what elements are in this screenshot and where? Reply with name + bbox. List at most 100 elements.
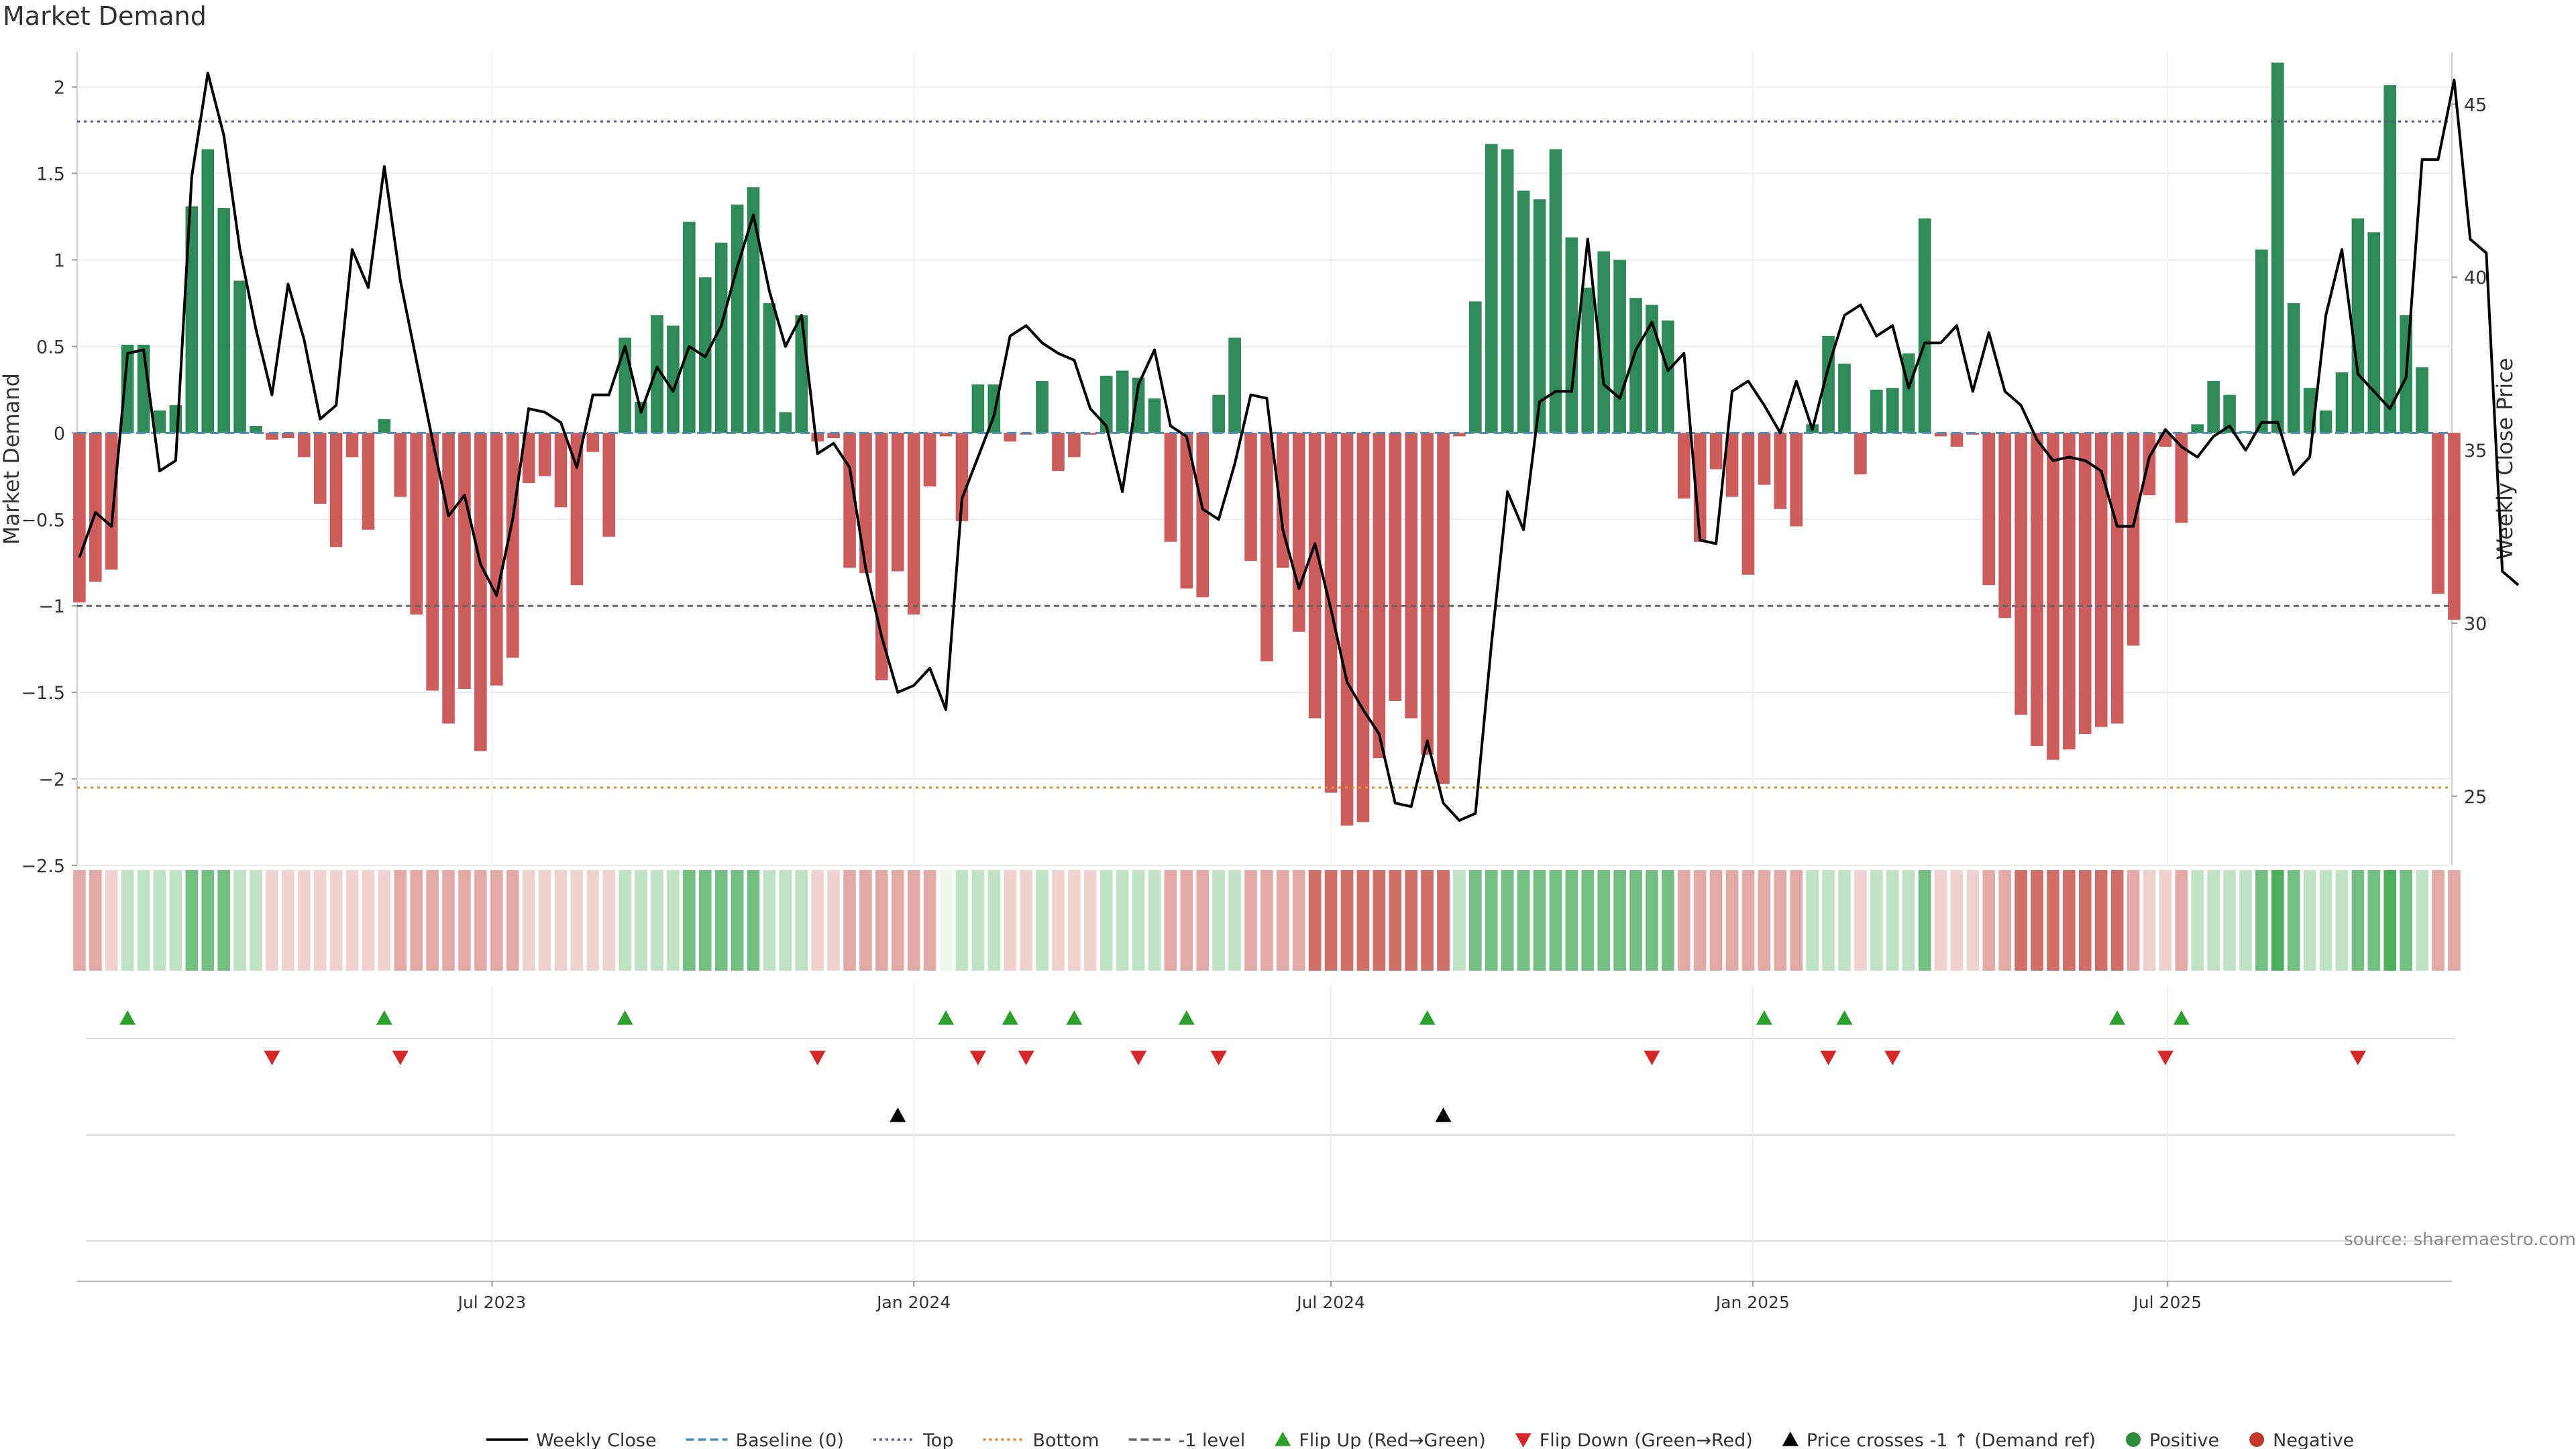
flip-down-marker bbox=[2157, 1051, 2174, 1065]
state-strip-cell bbox=[2432, 870, 2445, 971]
state-strip-cell bbox=[779, 870, 792, 971]
state-strip-cell bbox=[1597, 870, 1611, 971]
flip-down-marker bbox=[1130, 1051, 1147, 1065]
state-strip-cell bbox=[907, 870, 920, 971]
chart-title: Market Demand bbox=[3, 1, 207, 31]
demand-bar-negative bbox=[458, 433, 471, 689]
demand-bar-positive bbox=[714, 242, 728, 433]
state-strip-cell bbox=[747, 870, 760, 971]
demand-bar-positive bbox=[121, 344, 134, 433]
demand-bar-positive bbox=[1132, 377, 1145, 433]
demand-bar-negative bbox=[2448, 433, 2461, 620]
state-strip-cell bbox=[1581, 870, 1595, 971]
demand-bar-negative bbox=[2143, 433, 2156, 496]
demand-bar-negative bbox=[490, 433, 503, 686]
flip-down-marker bbox=[1820, 1051, 1837, 1065]
tick-label-y-left: −1 bbox=[38, 596, 65, 617]
state-strip-cell bbox=[474, 870, 487, 971]
flip-up-marker bbox=[1002, 1010, 1018, 1025]
state-strip-cell bbox=[763, 870, 776, 971]
demand-bar-positive bbox=[1870, 389, 1883, 433]
state-strip-cell bbox=[1854, 870, 1867, 971]
y-axis-title: Market Demand bbox=[0, 373, 24, 545]
state-strip-cell bbox=[987, 870, 1001, 971]
demand-bar-negative bbox=[362, 433, 375, 530]
state-strip-cell bbox=[1822, 870, 1835, 971]
demand-bar-positive bbox=[971, 384, 985, 433]
demand-bar-positive bbox=[2383, 85, 2397, 433]
state-strip-cell bbox=[1918, 870, 1931, 971]
demand-bar-negative bbox=[955, 433, 969, 521]
state-strip-cell bbox=[1758, 870, 1771, 971]
state-strip-cell bbox=[1405, 870, 1418, 971]
state-strip-cell bbox=[329, 870, 343, 971]
state-strip-cell bbox=[538, 870, 551, 971]
demand-bar-negative bbox=[538, 433, 551, 476]
state-strip-cell bbox=[843, 870, 856, 971]
demand-bar-negative bbox=[105, 433, 118, 570]
demand-bar-positive bbox=[1099, 376, 1113, 433]
state-strip-cell bbox=[570, 870, 584, 971]
demand-bar-negative bbox=[73, 433, 86, 603]
state-strip-cell bbox=[2223, 870, 2236, 971]
demand-bar-negative bbox=[1774, 433, 1787, 509]
state-strip-cell bbox=[1565, 870, 1578, 971]
state-strip-cell bbox=[153, 870, 166, 971]
demand-bar-positive bbox=[1212, 394, 1225, 433]
demand-bar-positive bbox=[747, 187, 760, 433]
state-strip-cell bbox=[1036, 870, 1049, 971]
demand-bar-negative bbox=[266, 433, 278, 440]
flip-down-marker bbox=[809, 1051, 826, 1065]
tick-label-y-left: 2 bbox=[54, 78, 65, 99]
state-strip-cell bbox=[1212, 870, 1225, 971]
state-strip-cell bbox=[1950, 870, 1964, 971]
demand-bar-positive bbox=[795, 315, 808, 433]
demand-bar-positive bbox=[667, 325, 680, 433]
demand-bar-negative bbox=[2110, 433, 2124, 724]
demand-bar-positive bbox=[779, 412, 792, 433]
state-strip-cell bbox=[1020, 870, 1032, 971]
demand-bar-positive bbox=[1918, 218, 1931, 433]
demand-bar-negative bbox=[1260, 433, 1273, 661]
flip-up-marker bbox=[2109, 1010, 2126, 1025]
demand-bar-positive bbox=[201, 149, 215, 433]
state-strip-cell bbox=[2383, 870, 2397, 971]
state-strip-cell bbox=[1052, 870, 1065, 971]
state-strip-cell bbox=[1693, 870, 1707, 971]
demand-bar-positive bbox=[250, 426, 262, 433]
demand-bar-positive bbox=[1646, 305, 1658, 433]
state-strip-cell bbox=[282, 870, 294, 971]
demand-bar-negative bbox=[2063, 433, 2076, 750]
legend-label: Top bbox=[922, 1430, 954, 1449]
state-strip-cell bbox=[2175, 870, 2188, 971]
state-strip-cell bbox=[2319, 870, 2332, 971]
state-strip-cell bbox=[1277, 870, 1289, 971]
state-strip-cell bbox=[2078, 870, 2092, 971]
state-strip-cell bbox=[2191, 870, 2204, 971]
state-strip-cell bbox=[313, 870, 327, 971]
state-strip-cell bbox=[1116, 870, 1129, 971]
demand-bar-positive bbox=[731, 204, 744, 433]
demand-bar-negative bbox=[923, 433, 936, 487]
state-strip-cell bbox=[201, 870, 215, 971]
demand-bar-negative bbox=[1950, 433, 1964, 447]
legend-item: Flip Down (Green→Red) bbox=[1515, 1430, 1753, 1449]
flip-up-marker bbox=[376, 1010, 392, 1025]
demand-bar-positive bbox=[1116, 370, 1129, 433]
tick-label-y-left: −2.5 bbox=[21, 856, 65, 877]
tick-label-x: Jul 2025 bbox=[2132, 1293, 2202, 1312]
legend-label: -1 level bbox=[1179, 1430, 1246, 1449]
demand-bar-negative bbox=[1004, 433, 1017, 442]
state-strip-cell bbox=[1501, 870, 1514, 971]
state-strip-cell bbox=[1774, 870, 1787, 971]
state-strip-cell bbox=[1613, 870, 1626, 971]
demand-bar-negative bbox=[2031, 433, 2043, 747]
legend-item: Price crosses -1 ↑ (Demand ref) bbox=[1782, 1430, 2096, 1449]
flip-up-marker bbox=[1178, 1010, 1195, 1025]
state-strip-cell bbox=[105, 870, 118, 971]
state-strip-cell bbox=[378, 870, 391, 971]
demand-bar-positive bbox=[2223, 394, 2236, 433]
state-strip-cell bbox=[1966, 870, 1980, 971]
flip-down-marker bbox=[264, 1051, 280, 1065]
